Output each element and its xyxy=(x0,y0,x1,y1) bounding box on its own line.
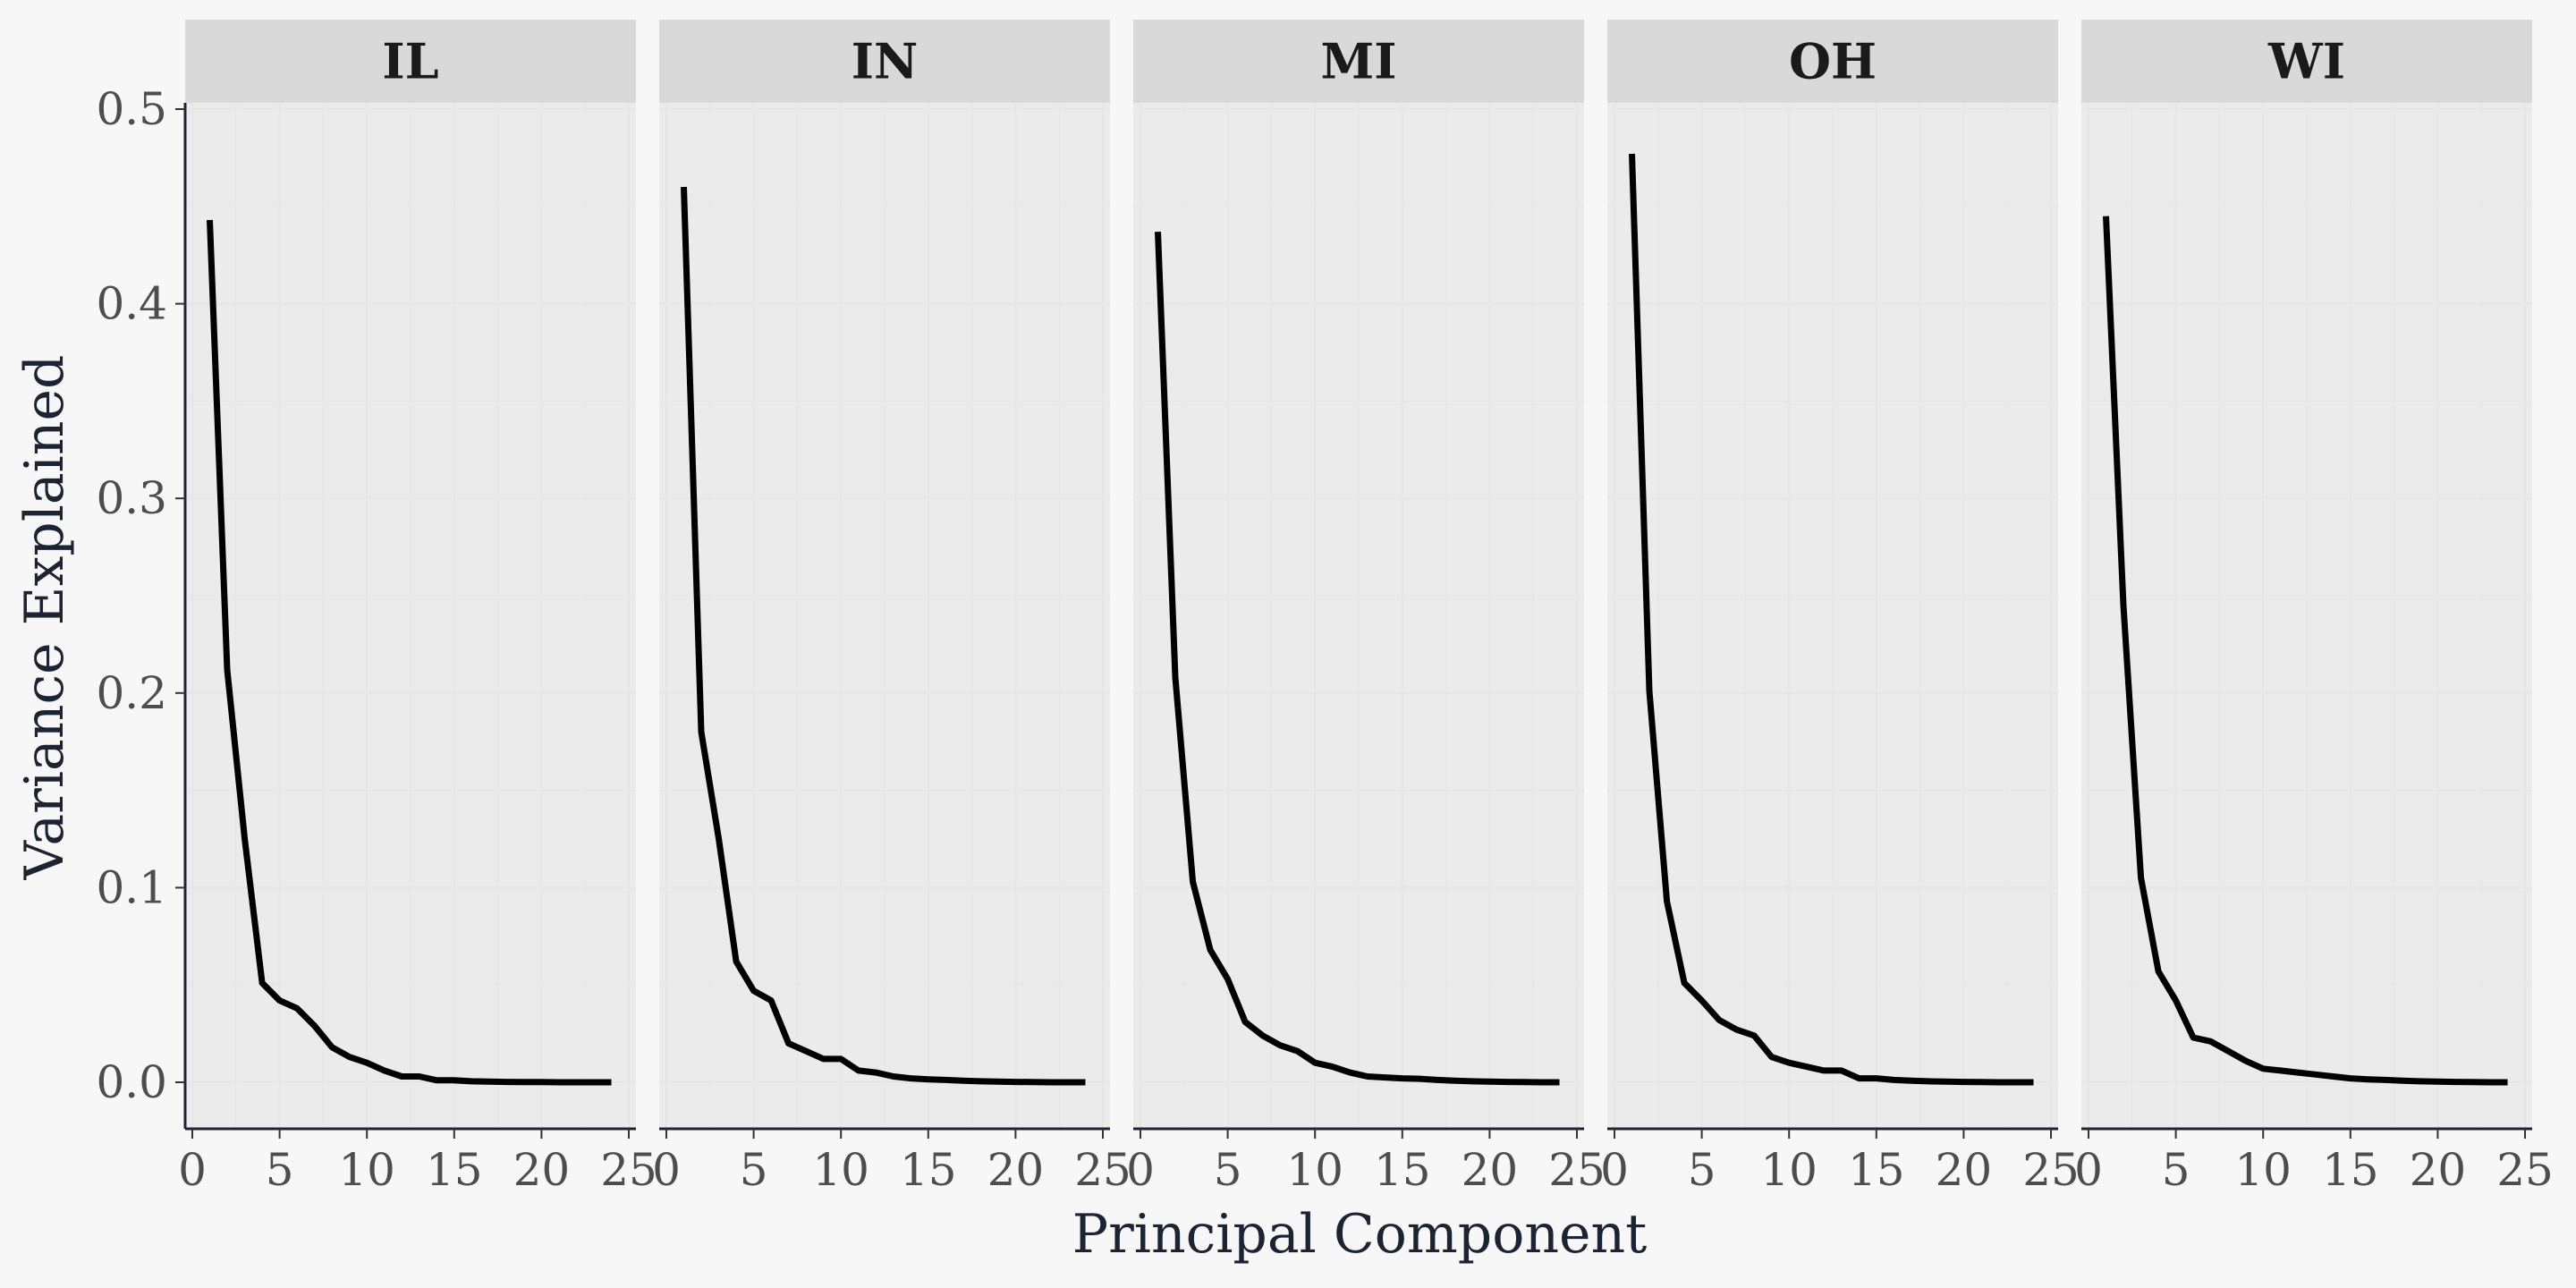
facet-strip-label: OH xyxy=(1789,33,1877,90)
x-tick-label: 10 xyxy=(812,1144,869,1196)
facet-strip xyxy=(659,20,1110,103)
x-tick-label: 25 xyxy=(2496,1144,2554,1196)
x-tick-label: 10 xyxy=(2234,1144,2292,1196)
x-tick-label: 0 xyxy=(652,1144,681,1196)
x-axis-title: Principal Component xyxy=(1072,1203,1647,1266)
series-line-wi xyxy=(2103,216,2508,1086)
x-tick-label: 20 xyxy=(2410,1144,2467,1196)
y-tick-label: 0.1 xyxy=(96,861,167,913)
x-tick-label: 15 xyxy=(2322,1144,2379,1196)
x-tick-label: 15 xyxy=(1374,1144,1431,1196)
x-tick-label: 15 xyxy=(900,1144,957,1196)
facet-wi: WI 0 5 10 15 20 25 xyxy=(2074,20,2554,1196)
panel-grid xyxy=(185,103,636,1129)
x-tick-label: 5 xyxy=(740,1144,768,1196)
x-tick-label: 0 xyxy=(2074,1144,2103,1196)
y-tick-label: 0.2 xyxy=(96,667,167,719)
series-line-il xyxy=(207,219,612,1086)
facet-strip-label: MI xyxy=(1320,33,1396,90)
series-line-oh xyxy=(1629,153,2034,1086)
facet-strip-label: WI xyxy=(2267,33,2345,90)
facet-in: IN 0 5 10 15 20 25 xyxy=(652,20,1131,1196)
facet-strip xyxy=(1607,20,2058,103)
x-tick-label: 15 xyxy=(426,1144,483,1196)
facet-strip-label: IL xyxy=(382,33,438,90)
x-tick-label: 20 xyxy=(513,1144,571,1196)
facet-oh: OH 0 5 10 15 20 25 xyxy=(1600,20,2080,1196)
x-tick-label: 25 xyxy=(2022,1144,2080,1196)
series-line-in xyxy=(681,186,1086,1086)
panel-grid xyxy=(1133,103,1584,1129)
x-tick-label: 25 xyxy=(600,1144,657,1196)
x-tick-label: 5 xyxy=(1214,1144,1242,1196)
x-tick-label: 15 xyxy=(1848,1144,1905,1196)
y-tick-label: 0.3 xyxy=(96,472,167,524)
y-tick-label: 0.4 xyxy=(96,278,167,330)
panel-grid xyxy=(2081,103,2532,1129)
facet-mi: MI 0 5 10 15 20 25 xyxy=(1126,20,1606,1196)
x-tick-label: 20 xyxy=(1462,1144,1519,1196)
y-axis: 0.0 0.1 0.2 0.3 0.4 0.5 xyxy=(96,83,187,1129)
series-line-mi xyxy=(1155,231,1560,1086)
x-tick-label: 0 xyxy=(1126,1144,1155,1196)
facet-strip-label: IN xyxy=(852,33,919,90)
y-tick-label: 0.0 xyxy=(96,1056,167,1108)
facet-strip xyxy=(1133,20,1584,103)
x-tick-label: 25 xyxy=(1074,1144,1131,1196)
x-tick-label: 10 xyxy=(1760,1144,1818,1196)
panel-grid xyxy=(659,103,1110,1129)
facets-group: IL 0 5 10 15 20 25 IN 0 5 10 15 20 25 MI 0 5 10 15 20 25 OH 0 5… xyxy=(178,20,2554,1196)
x-tick-label: 25 xyxy=(1548,1144,1606,1196)
x-tick-label: 10 xyxy=(1286,1144,1343,1196)
x-tick-label: 5 xyxy=(266,1144,294,1196)
x-tick-label: 5 xyxy=(1688,1144,1716,1196)
x-tick-label: 0 xyxy=(178,1144,207,1196)
y-tick-label: 0.5 xyxy=(96,83,167,135)
y-axis-title: Variance Explained xyxy=(13,355,76,881)
x-tick-label: 10 xyxy=(338,1144,395,1196)
x-tick-label: 0 xyxy=(1600,1144,1629,1196)
facet-il: IL 0 5 10 15 20 25 xyxy=(178,20,657,1196)
facet-strip xyxy=(2081,20,2532,103)
x-tick-label: 20 xyxy=(987,1144,1045,1196)
facet-strip xyxy=(185,20,636,103)
x-tick-label: 20 xyxy=(1936,1144,1993,1196)
x-tick-label: 5 xyxy=(2162,1144,2190,1196)
